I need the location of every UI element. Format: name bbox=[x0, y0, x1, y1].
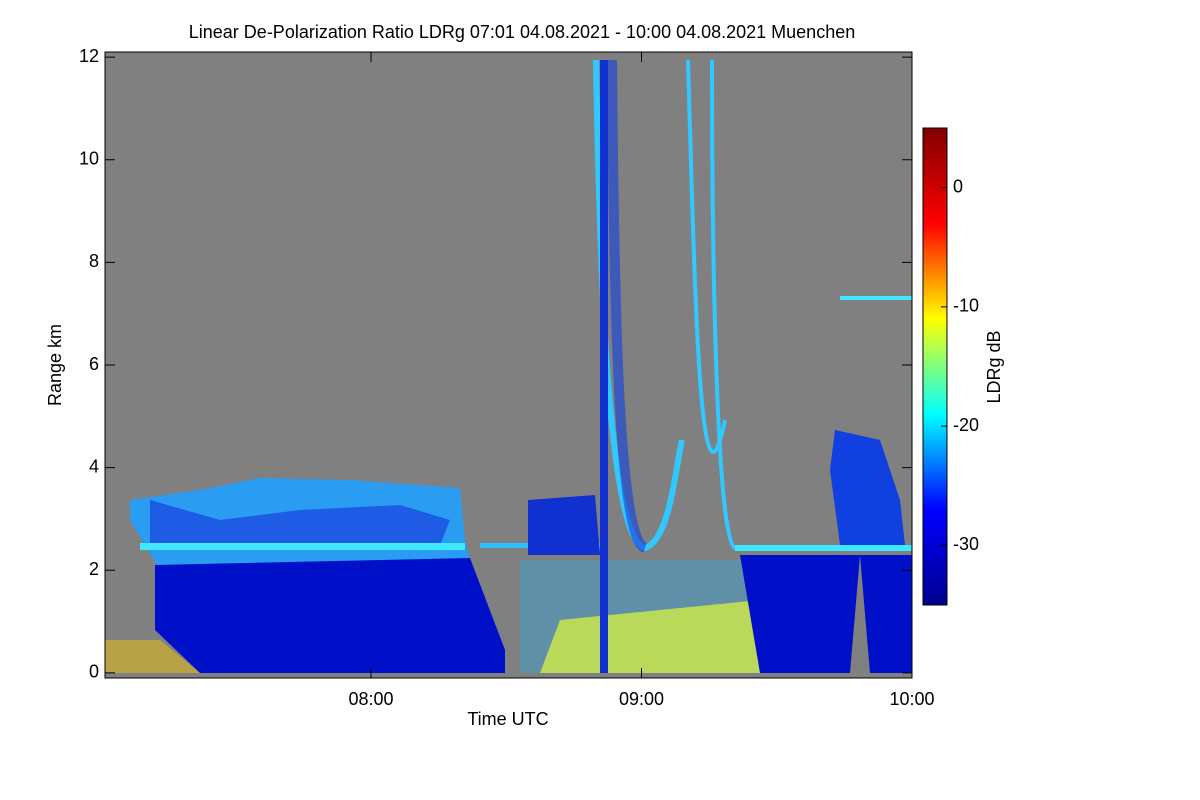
x-tick-label: 10:00 bbox=[889, 689, 934, 709]
heatmap bbox=[105, 59, 912, 673]
y-axis-label: Range km bbox=[45, 324, 65, 406]
y-tick-label: 12 bbox=[79, 46, 99, 66]
y-tick-label: 10 bbox=[79, 149, 99, 169]
y-tick-label: 8 bbox=[89, 251, 99, 271]
colorbar-tick-label: -20 bbox=[953, 415, 979, 435]
y-tick-label: 2 bbox=[89, 559, 99, 579]
y-tick-label: 4 bbox=[89, 456, 99, 476]
colorbar-tick-label: -30 bbox=[953, 534, 979, 554]
x-axis-label: Time UTC bbox=[467, 709, 548, 729]
x-tick-label: 09:00 bbox=[619, 689, 664, 709]
y-tick-label: 6 bbox=[89, 354, 99, 374]
y-tick-label: 0 bbox=[89, 662, 99, 682]
x-tick-label: 08:00 bbox=[348, 689, 393, 709]
colorbar bbox=[922, 127, 948, 606]
colorbar-tick-label: -10 bbox=[953, 296, 979, 316]
chart-title: Linear De-Polarization Ratio LDRg 07:01 … bbox=[189, 22, 855, 42]
colorbar-label: LDRg dB bbox=[984, 330, 1004, 403]
colorbar-tick-label: 0 bbox=[953, 176, 963, 196]
